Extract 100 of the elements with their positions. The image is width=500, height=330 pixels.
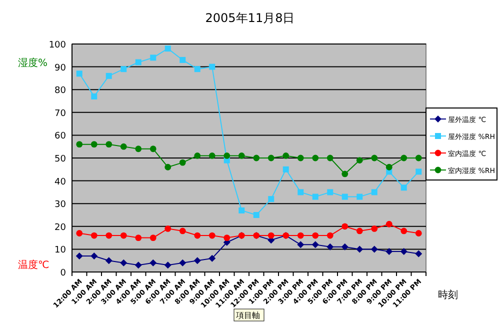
y-tick-label: 50 — [54, 154, 66, 164]
point — [134, 262, 142, 269]
text: 温度℃ — [18, 259, 50, 271]
point — [105, 257, 112, 264]
point — [164, 164, 172, 170]
point — [297, 241, 304, 248]
point — [386, 220, 392, 228]
point — [90, 141, 98, 148]
point — [371, 154, 378, 162]
point — [180, 56, 186, 63]
point — [179, 228, 186, 234]
point — [312, 154, 319, 162]
text: 項目軸 — [236, 311, 260, 320]
point — [164, 46, 171, 52]
y-tick-label: 0 — [60, 268, 66, 278]
point — [120, 259, 128, 266]
point — [326, 154, 334, 162]
point — [106, 72, 112, 79]
point — [76, 141, 83, 148]
point — [150, 54, 156, 61]
point — [90, 252, 98, 260]
point — [76, 230, 83, 236]
y-tick-label: 20 — [54, 222, 66, 233]
point — [298, 189, 304, 196]
y-tick-label: 10 — [54, 246, 66, 256]
y-tick-label: 70 — [54, 108, 66, 119]
y-tick-label: 90 — [54, 63, 66, 74]
point — [150, 234, 156, 241]
point — [135, 234, 142, 241]
point — [370, 246, 378, 253]
point — [312, 241, 319, 248]
point — [209, 64, 216, 70]
point — [268, 196, 274, 202]
point — [135, 146, 142, 152]
point — [371, 225, 378, 232]
point — [164, 225, 172, 232]
point — [356, 246, 364, 253]
chart-title: 2005年11月8日 — [205, 11, 295, 25]
point — [268, 232, 274, 239]
point — [312, 194, 318, 200]
point — [150, 146, 156, 152]
point — [91, 93, 98, 100]
point — [327, 189, 334, 196]
y-tick-label: 30 — [54, 200, 66, 210]
point — [282, 152, 290, 159]
point — [106, 141, 112, 148]
point — [356, 228, 363, 234]
point — [135, 59, 142, 66]
y-tick-label: 80 — [54, 86, 66, 96]
point — [238, 152, 245, 159]
point — [90, 232, 98, 239]
point — [400, 228, 408, 234]
point — [341, 243, 348, 250]
point — [282, 166, 289, 172]
point — [386, 164, 392, 170]
x-axis-title: 時刻 — [438, 289, 458, 301]
point — [179, 159, 186, 166]
point — [297, 232, 304, 239]
point — [208, 254, 216, 262]
point — [416, 168, 422, 175]
point — [208, 152, 216, 159]
point — [224, 234, 230, 241]
point — [179, 259, 186, 266]
point — [400, 154, 408, 162]
point — [76, 70, 82, 77]
point — [371, 189, 378, 196]
point — [356, 194, 363, 200]
point — [312, 232, 319, 239]
point — [415, 230, 422, 236]
point — [106, 232, 112, 239]
point — [120, 143, 127, 150]
point — [150, 259, 157, 266]
point — [194, 232, 201, 239]
point — [342, 170, 348, 178]
point — [400, 248, 408, 255]
point — [120, 232, 127, 239]
point — [253, 154, 260, 162]
point — [268, 154, 274, 162]
y-tick-label: 40 — [54, 177, 66, 188]
text: 湿度% — [18, 57, 48, 69]
point — [253, 212, 260, 218]
point — [164, 262, 172, 269]
point — [76, 252, 83, 260]
point — [356, 157, 363, 164]
point — [224, 152, 230, 159]
point — [326, 243, 334, 250]
point — [120, 66, 127, 72]
point — [238, 207, 245, 214]
point — [194, 152, 201, 159]
point — [297, 154, 304, 162]
point — [326, 232, 334, 239]
point — [415, 250, 422, 258]
point — [208, 232, 216, 239]
point — [194, 257, 201, 264]
point — [342, 194, 348, 200]
point — [342, 223, 348, 230]
y-tick-label: 60 — [54, 132, 66, 142]
point — [194, 66, 200, 72]
point — [415, 154, 422, 162]
point — [386, 248, 393, 255]
